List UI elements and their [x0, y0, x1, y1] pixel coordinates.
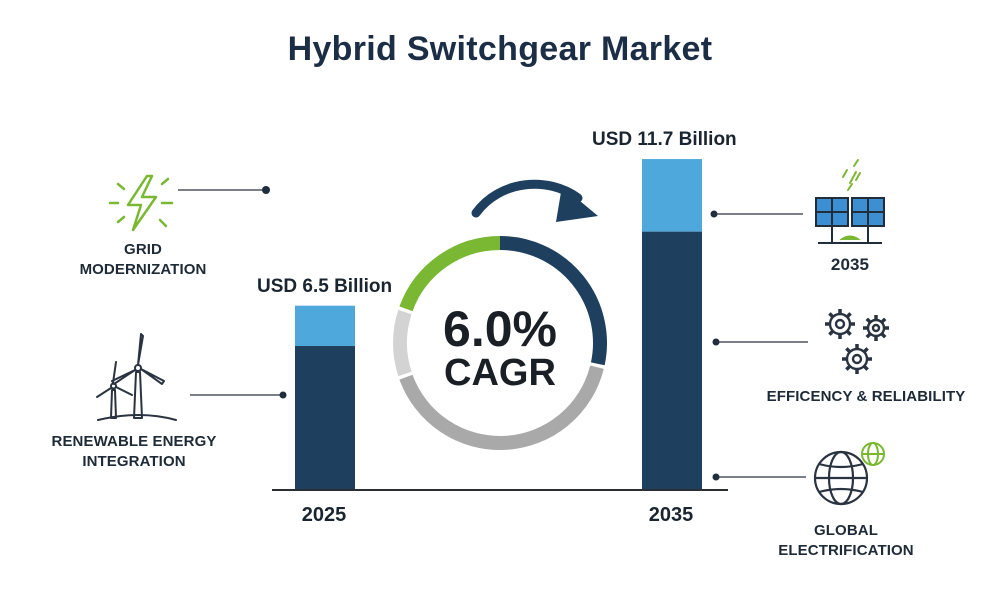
lightning-bolt-icon — [108, 174, 174, 232]
bar-2025-value-label: USD 6.5 Billion — [257, 275, 393, 297]
globe-icon — [813, 442, 885, 506]
bar-2035 — [642, 159, 702, 490]
connector-solar — [710, 210, 803, 218]
connector-grid — [178, 186, 270, 194]
cagr-label: CAGR — [444, 352, 556, 394]
solar-panel-icon — [815, 159, 885, 244]
bar-2025 — [295, 305, 355, 489]
chart-title: Hybrid Switchgear Market — [287, 30, 713, 68]
bar-2035-bottom-segment — [642, 231, 702, 490]
cagr-ring — [393, 236, 607, 450]
x-tick-label-2035: 2035 — [648, 504, 694, 526]
cagr-ring-lightgray-arc — [393, 309, 412, 377]
bar-2025-bottom-segment — [295, 346, 355, 489]
x-tick-label-2025: 2025 — [301, 504, 347, 526]
driver-solar-line-1: 2035 — [830, 255, 870, 274]
driver-electrification-line-2: ELECTRIFICATION — [778, 542, 914, 559]
driver-efficiency-line-1: EFFICENCY & RELIABILITY — [766, 388, 966, 405]
cagr-ring-gray-arc — [399, 365, 604, 450]
driver-renewable-label: RENEWABLE ENERGY INTEGRATION — [14, 432, 254, 472]
driver-efficiency-label: EFFICENCY & RELIABILITY — [766, 387, 966, 407]
driver-electrification-label: GLOBAL ELECTRIFICATION — [771, 521, 921, 561]
wind-turbine-icon — [96, 333, 177, 421]
cagr-ring-navy-arc — [499, 236, 607, 366]
cagr-ring-green-arc — [399, 236, 501, 312]
connector-electrification — [712, 473, 806, 481]
connector-renewable — [190, 391, 287, 399]
cagr-value: 6.0% — [443, 301, 557, 357]
driver-renewable-line-1: RENEWABLE ENERGY INTEGRATION — [51, 433, 217, 470]
driver-solar-label: 2035 — [810, 255, 890, 275]
bar-2035-top-segment — [642, 159, 702, 232]
driver-grid-modernization-label: GRID MODERNIZATION — [68, 240, 218, 280]
gears-icon — [825, 309, 889, 374]
bar-2035-value-label: USD 11.7 Billion — [592, 129, 737, 151]
driver-grid-line-2: MODERNIZATION — [79, 261, 207, 278]
driver-grid-line-1: GRID — [124, 241, 162, 258]
connector-efficiency — [712, 338, 808, 346]
bar-2025-top-segment — [295, 305, 355, 347]
growth-arrow-icon — [471, 179, 598, 222]
driver-electrification-line-1: GLOBAL — [814, 522, 878, 539]
